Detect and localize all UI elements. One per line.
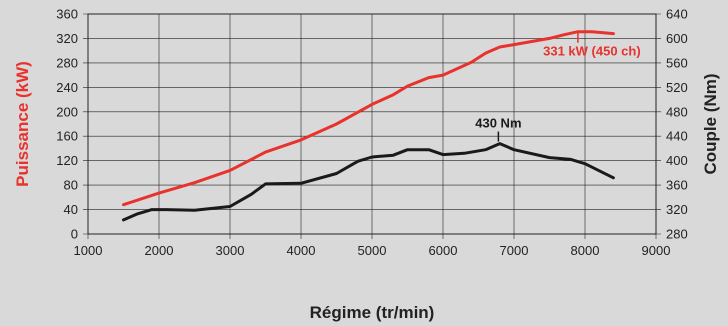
power-line bbox=[122, 30, 615, 207]
right-tick-label: 320 bbox=[666, 202, 688, 217]
left-tick-label: 280 bbox=[56, 55, 78, 70]
left-tick-label: 360 bbox=[56, 7, 78, 22]
right-tick-label: 360 bbox=[666, 178, 688, 193]
torque-line bbox=[122, 142, 615, 222]
left-tick-labels: 0 40 80 120 160 200 240 280 320 360 bbox=[56, 7, 78, 242]
right-tick-label: 440 bbox=[666, 129, 688, 144]
left-tick-label: 80 bbox=[64, 178, 78, 193]
right-tick-label: 400 bbox=[666, 153, 688, 168]
right-tick-labels: 280 320 360 400 440 480 520 560 600 640 bbox=[666, 7, 688, 242]
x-tick-label: 6000 bbox=[429, 243, 458, 258]
plot-frame bbox=[87, 13, 657, 235]
right-tick-label: 640 bbox=[666, 7, 688, 22]
left-tick-label: 120 bbox=[56, 153, 78, 168]
left-tick-label: 40 bbox=[64, 202, 78, 217]
y-axis-title-right: Couple (Nm) bbox=[701, 73, 720, 174]
left-tick-label: 0 bbox=[71, 227, 78, 242]
left-tick-label: 160 bbox=[56, 129, 78, 144]
right-tick-label: 560 bbox=[666, 55, 688, 70]
x-tick-label: 8000 bbox=[571, 243, 600, 258]
x-tick-label: 5000 bbox=[358, 243, 387, 258]
x-tick-label: 3000 bbox=[216, 243, 245, 258]
left-tick-label: 320 bbox=[56, 31, 78, 46]
x-tick-label: 7000 bbox=[500, 243, 529, 258]
right-tick-label: 480 bbox=[666, 104, 688, 119]
right-tick-label: 280 bbox=[666, 227, 688, 242]
x-tick-label: 4000 bbox=[287, 243, 316, 258]
torque-peak-label: 430 Nm bbox=[475, 116, 521, 131]
x-tick-label: 9000 bbox=[642, 243, 671, 258]
x-axis-title: Régime (tr/min) bbox=[310, 303, 435, 322]
y-axis-title-left: Puissance (kW) bbox=[13, 61, 32, 187]
right-tick-label: 520 bbox=[666, 80, 688, 95]
left-tick-label: 200 bbox=[56, 104, 78, 119]
power-peak-label: 331 kW (450 ch) bbox=[543, 44, 641, 59]
x-tick-label: 2000 bbox=[145, 243, 174, 258]
left-tick-label: 240 bbox=[56, 80, 78, 95]
x-tick-label: 1000 bbox=[74, 243, 103, 258]
x-tick-labels: 1000 2000 3000 4000 5000 6000 7000 8000 9000 bbox=[74, 243, 671, 258]
right-tick-label: 600 bbox=[666, 31, 688, 46]
annotations: 331 kW (450 ch) 430 Nm bbox=[475, 31, 641, 142]
series-lines bbox=[122, 30, 615, 222]
